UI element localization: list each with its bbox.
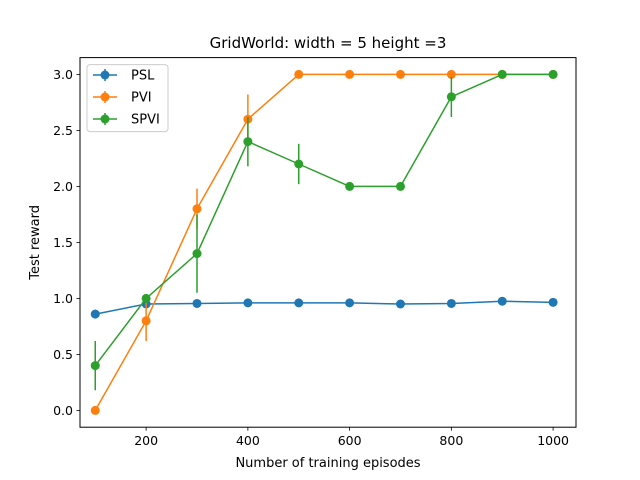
x-axis-label: Number of training episodes — [235, 456, 420, 471]
y-axis-label: Test reward — [28, 205, 43, 281]
data-point — [345, 181, 355, 191]
x-tick-label: 800 — [439, 433, 463, 448]
x-tick-label: 200 — [134, 433, 158, 448]
data-point — [90, 309, 100, 319]
data-point — [192, 249, 202, 259]
y-tick-label: 2.0 — [53, 179, 73, 194]
data-point — [548, 297, 558, 307]
data-point — [395, 69, 405, 79]
data-point — [294, 159, 304, 169]
legend-label: PVI — [131, 91, 152, 106]
chart-title: GridWorld: width = 5 height =3 — [210, 34, 447, 52]
series-line — [95, 300, 554, 315]
y-tick-label: 3.0 — [53, 67, 73, 82]
data-point — [446, 69, 456, 79]
series-layer — [90, 69, 558, 415]
data-point — [243, 298, 253, 308]
series-line — [94, 73, 554, 367]
data-point — [243, 137, 253, 147]
ticks-layer: 200 400 600 800 1000 0.0 0.5 1.0 1.5 2.0 2.5 3.0 — [53, 67, 569, 448]
legend-marker — [100, 114, 110, 124]
data-point — [548, 69, 558, 79]
data-point — [395, 181, 405, 191]
data-point — [90, 405, 100, 415]
series-line — [94, 73, 554, 411]
series-spvi — [90, 69, 558, 391]
x-tick-label: 600 — [338, 433, 362, 448]
legend-marker — [100, 70, 110, 80]
y-tick-label: 0.5 — [53, 347, 73, 362]
data-point — [294, 298, 304, 308]
x-tick-label: 1000 — [537, 433, 569, 448]
data-point — [395, 299, 405, 309]
data-point — [90, 361, 100, 371]
data-point — [192, 204, 202, 214]
y-tick-label: 1.5 — [53, 235, 73, 250]
data-point — [141, 316, 151, 326]
data-point — [141, 293, 151, 303]
data-point — [192, 298, 202, 308]
data-point — [294, 69, 304, 79]
y-tick-label: 1.0 — [53, 291, 73, 306]
legend-label: PSL — [131, 69, 155, 84]
data-point — [345, 298, 355, 308]
data-point — [497, 296, 507, 306]
data-point — [497, 69, 507, 79]
y-tick-label: 0.0 — [53, 403, 73, 418]
y-tick-label: 2.5 — [53, 123, 73, 138]
legend-label: SPVI — [131, 113, 160, 128]
data-point — [446, 298, 456, 308]
data-point — [446, 92, 456, 102]
legend-marker — [100, 92, 110, 102]
legend-box — [86, 64, 169, 133]
data-point — [345, 69, 355, 79]
x-tick-label: 400 — [236, 433, 260, 448]
legend: PSL PVI SPVI — [86, 64, 169, 133]
series-psl — [90, 296, 558, 319]
